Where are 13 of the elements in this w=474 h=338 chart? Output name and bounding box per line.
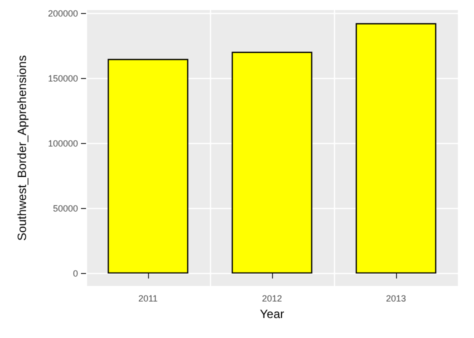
x-tick-label: 2013 xyxy=(386,294,406,304)
y-axis-title: Southwest_Border_Apprehensions xyxy=(15,55,29,241)
y-tick-label: 200000 xyxy=(48,8,78,18)
x-tick-label: 2012 xyxy=(262,294,282,304)
x-axis-title: Year xyxy=(260,307,284,321)
bar xyxy=(232,52,312,274)
bar xyxy=(108,58,188,274)
x-tick-label: 2011 xyxy=(138,294,158,304)
y-tick-label: 150000 xyxy=(48,73,78,84)
bar xyxy=(356,23,436,274)
y-tick-label: 0 xyxy=(72,268,78,279)
y-tick-label: 50000 xyxy=(52,203,78,214)
y-tick-label: 100000 xyxy=(48,138,78,148)
